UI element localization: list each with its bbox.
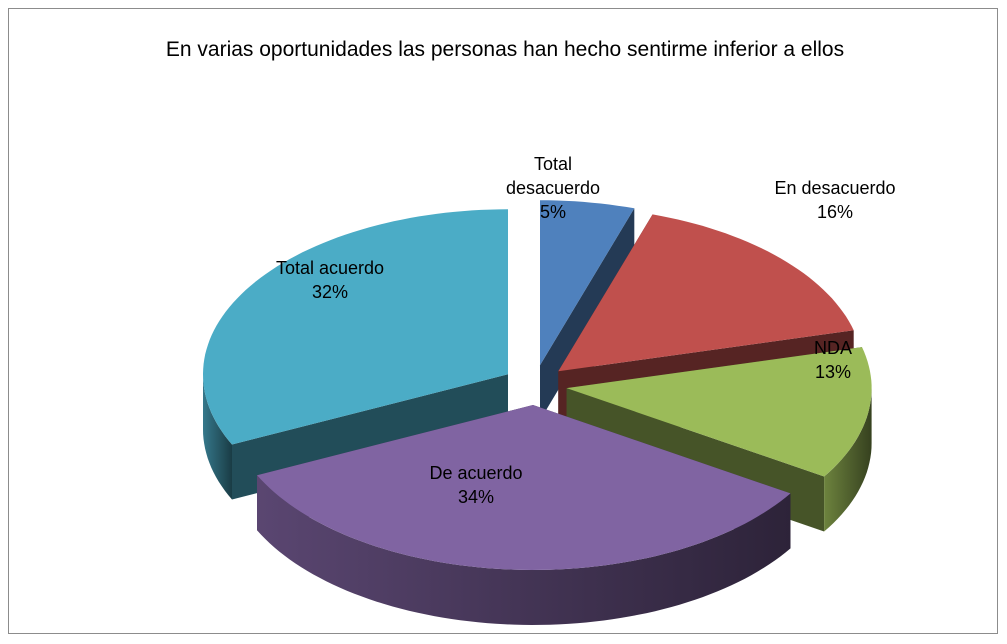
data-label: En desacuerdo 16%	[774, 176, 895, 224]
data-label-category: NDA	[813, 338, 853, 358]
slice	[540, 200, 635, 366]
data-label-value: 13%	[814, 362, 852, 382]
data-label: De acuerdo 34%	[429, 461, 522, 509]
slice	[558, 214, 854, 372]
chart-title: En varias oportunidades las personas han…	[165, 38, 845, 61]
data-label: NDA 13%	[814, 336, 852, 384]
data-label-category: De acuerdo	[429, 463, 523, 483]
slice-outer-wall	[257, 475, 791, 625]
data-label-value: 16%	[816, 202, 854, 222]
data-label-category: Total desacuerdo	[505, 154, 601, 198]
data-label: Total acuerdo 32%	[276, 256, 384, 304]
slice-outer-wall	[824, 388, 872, 532]
data-label-category: Total acuerdo	[275, 258, 385, 278]
data-label-value: 32%	[311, 282, 349, 302]
data-label-category: En desacuerdo	[774, 178, 896, 198]
slice	[257, 405, 791, 570]
chart-frame	[8, 8, 998, 634]
data-label: Total desacuerdo 5%	[498, 152, 608, 224]
data-label-value: 34%	[457, 487, 495, 507]
slice	[203, 209, 508, 445]
slice-outer-wall	[203, 374, 232, 500]
data-label-value: 5%	[539, 202, 566, 222]
slice	[566, 347, 872, 477]
